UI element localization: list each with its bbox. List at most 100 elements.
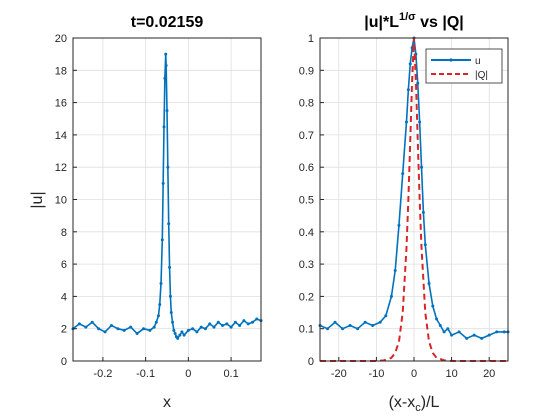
left-data-point bbox=[135, 332, 139, 336]
right-data-point bbox=[421, 210, 425, 214]
left-data-point bbox=[229, 325, 233, 329]
left-data-point bbox=[176, 336, 180, 340]
right-data-point bbox=[416, 81, 420, 85]
left-data-point bbox=[246, 322, 250, 326]
left-data-point bbox=[199, 325, 203, 329]
right-data-point bbox=[389, 294, 393, 298]
right-data-point bbox=[378, 320, 382, 324]
left-data-point bbox=[250, 320, 254, 324]
right-data-point bbox=[420, 165, 424, 169]
left-x-axis-label: x bbox=[163, 394, 171, 411]
right-x-tick-label: 20 bbox=[483, 368, 495, 380]
left-data-point bbox=[90, 320, 94, 324]
left-y-tick-label: 4 bbox=[61, 291, 67, 303]
right-data-point bbox=[404, 120, 408, 124]
right-data-point bbox=[450, 333, 454, 337]
left-y-tick-label: 8 bbox=[61, 227, 67, 239]
right-y-tick-label: 1 bbox=[308, 33, 314, 45]
right-data-point bbox=[393, 269, 397, 273]
right-data-point bbox=[435, 317, 439, 321]
right-axes: -20 -10 0 10 20 0 0.1 0.2 0.3 0.4 0.5 0.6 0.7 0.8 0.9 1… bbox=[299, 11, 510, 414]
right-data-point bbox=[326, 327, 330, 331]
right-title-main: |u|*L bbox=[364, 14, 399, 31]
left-data-point bbox=[164, 52, 168, 56]
right-x-tick-label: -10 bbox=[368, 368, 384, 380]
right-series-line-0 bbox=[319, 37, 508, 340]
left-data-point bbox=[154, 320, 158, 324]
left-y-tick-label: 2 bbox=[61, 324, 67, 336]
right-y-tick-label: 0.1 bbox=[299, 324, 314, 336]
left-x-tick-label: 0.1 bbox=[223, 368, 238, 380]
right-data-point bbox=[384, 314, 388, 318]
left-data-point bbox=[97, 327, 101, 331]
right-y-tick-label: 0.6 bbox=[299, 162, 314, 174]
left-data-point bbox=[159, 281, 163, 285]
right-x-axis-label: (x-xc)/L bbox=[389, 394, 440, 414]
right-data-point bbox=[397, 223, 401, 227]
right-data-point bbox=[363, 320, 367, 324]
left-y-tick-label: 6 bbox=[61, 259, 67, 271]
right-y-tick-label: 0.2 bbox=[299, 291, 314, 303]
right-data-point bbox=[457, 330, 461, 334]
left-data-point bbox=[77, 322, 81, 326]
right-x-tick-label: -20 bbox=[331, 368, 347, 380]
left-y-tick-label: 0 bbox=[61, 356, 67, 368]
left-data-point bbox=[168, 294, 172, 298]
left-data-point bbox=[242, 319, 246, 323]
left-data-point bbox=[103, 330, 107, 334]
right-x-tick-label: 0 bbox=[411, 368, 417, 380]
left-data-point bbox=[255, 317, 259, 321]
left-series-line-0 bbox=[72, 53, 262, 340]
right-data-point bbox=[418, 120, 422, 124]
right-data-point bbox=[495, 330, 499, 334]
right-data-point bbox=[502, 330, 506, 334]
left-y-tick-label: 10 bbox=[55, 195, 67, 207]
right-data-point bbox=[371, 323, 375, 327]
right-data-point bbox=[442, 330, 446, 334]
left-y-tick-label: 20 bbox=[55, 33, 67, 45]
left-data-point bbox=[122, 328, 126, 332]
left-data-point bbox=[84, 325, 88, 329]
left-data-point bbox=[233, 320, 237, 324]
left-data-point bbox=[163, 76, 167, 80]
right-x-tick-label: 10 bbox=[445, 368, 457, 380]
left-x-tick-label: 0 bbox=[185, 368, 191, 380]
right-data-point bbox=[446, 327, 450, 331]
right-y-tick-label: 0.3 bbox=[299, 259, 314, 271]
right-y-tick-label: 0.9 bbox=[299, 65, 314, 77]
right-data-point bbox=[406, 88, 410, 92]
right-xlabel-subscript: c bbox=[415, 402, 421, 414]
right-data-point bbox=[356, 327, 360, 331]
left-data-point bbox=[173, 332, 177, 336]
right-xlabel-main: (x-x bbox=[389, 394, 416, 411]
right-data-point bbox=[348, 323, 352, 327]
left-data-point bbox=[109, 323, 113, 327]
right-data-point bbox=[341, 327, 345, 331]
left-data-point bbox=[216, 320, 220, 324]
right-data-point bbox=[438, 323, 442, 327]
legend-label-q: |Q| bbox=[475, 70, 488, 81]
right-data-point bbox=[408, 62, 412, 66]
right-y-tick-label: 0.8 bbox=[299, 98, 314, 110]
right-data-point bbox=[431, 304, 435, 308]
right-data-point bbox=[423, 243, 427, 247]
right-ticks: -20 -10 0 10 20 0 0.1 0.2 0.3 0.4 0.5 0.6 0.7 0.8 0.9 1 bbox=[299, 33, 496, 380]
left-ticks: -0.2 -0.1 0 0.1 0 2 4 6 8 10 12 14 16 18 20 bbox=[55, 33, 239, 380]
legend-label-u: u bbox=[475, 56, 481, 67]
left-data-point bbox=[164, 63, 168, 67]
left-data-point bbox=[152, 325, 156, 329]
right-data-point bbox=[472, 333, 476, 337]
right-y-tick-label: 0.4 bbox=[299, 227, 314, 239]
left-data-point bbox=[142, 327, 145, 331]
left-data-point bbox=[172, 328, 176, 332]
left-data-point bbox=[168, 265, 172, 269]
right-data-point bbox=[333, 320, 337, 324]
left-plot-area bbox=[71, 52, 263, 340]
right-grid bbox=[320, 37, 508, 362]
left-y-axis-label: |u| bbox=[29, 191, 46, 208]
left-data-point bbox=[165, 109, 169, 113]
left-data-point bbox=[162, 125, 166, 129]
left-y-tick-label: 12 bbox=[55, 162, 67, 174]
